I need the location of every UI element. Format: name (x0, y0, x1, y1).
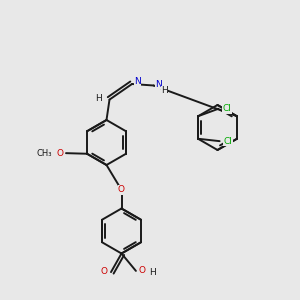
Text: O: O (56, 148, 64, 158)
Text: O: O (101, 267, 108, 276)
Text: Cl: Cl (222, 104, 231, 113)
Text: Cl: Cl (224, 137, 232, 146)
Text: O: O (139, 266, 146, 275)
Text: H: H (161, 86, 168, 95)
Text: N: N (134, 76, 141, 85)
Text: N: N (156, 80, 162, 88)
Text: O: O (118, 185, 125, 194)
Text: CH₃: CH₃ (36, 148, 52, 158)
Text: H: H (95, 94, 101, 103)
Text: H: H (149, 268, 156, 277)
